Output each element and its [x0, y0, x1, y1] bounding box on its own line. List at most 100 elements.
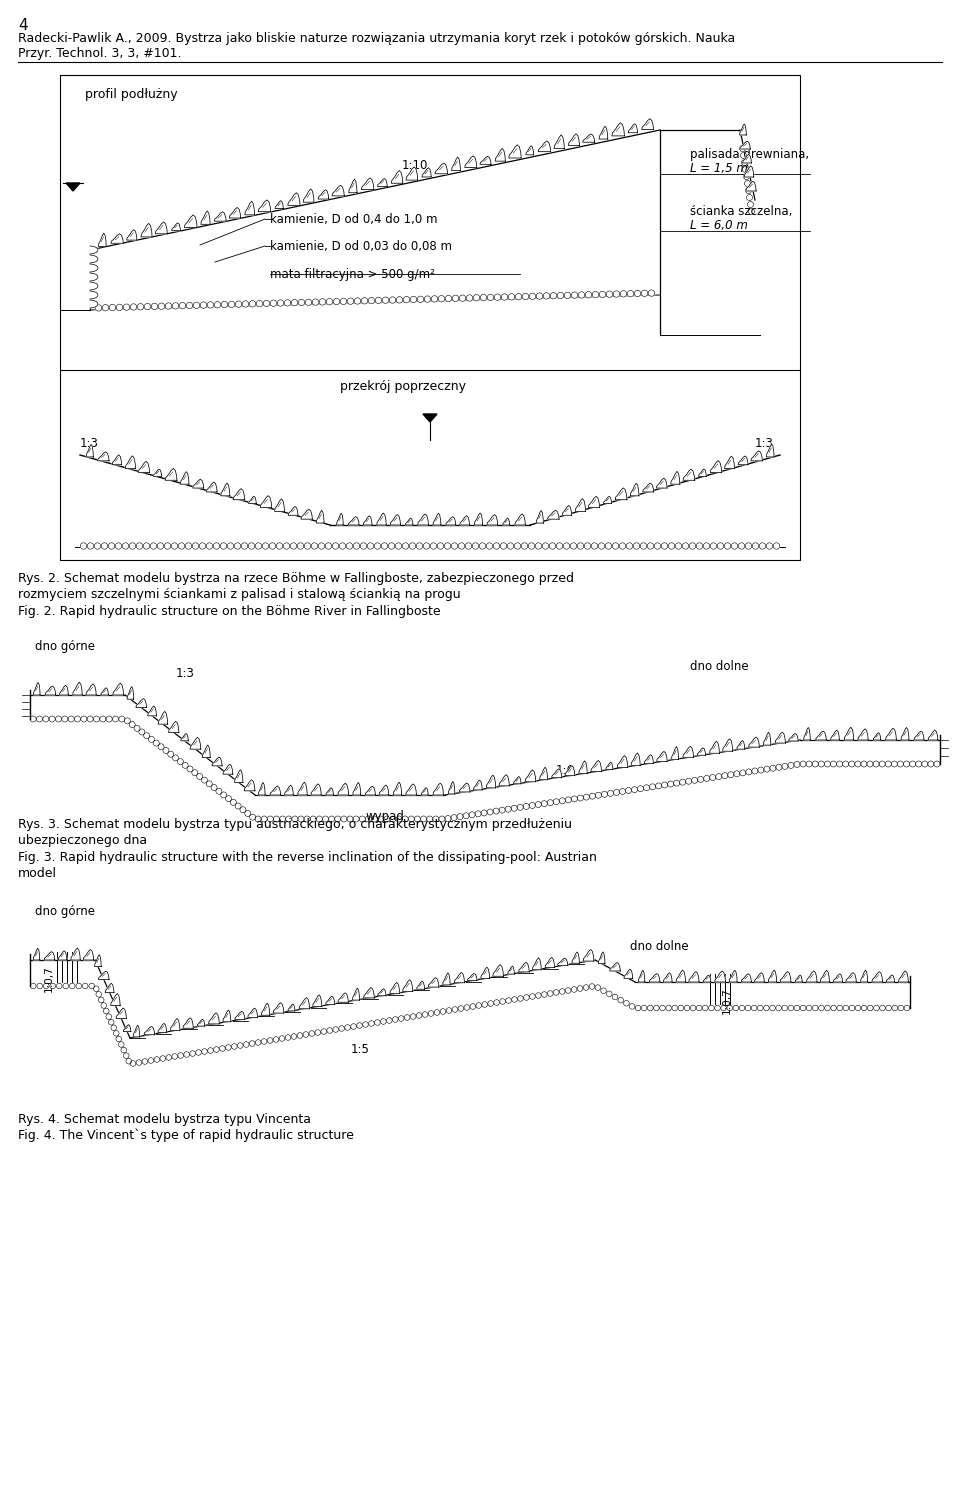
Circle shape	[180, 303, 185, 309]
Polygon shape	[540, 767, 547, 780]
Circle shape	[95, 304, 102, 312]
Text: ubezpieczonego dna: ubezpieczonego dna	[18, 834, 147, 846]
Circle shape	[56, 715, 61, 721]
Polygon shape	[699, 468, 707, 476]
Polygon shape	[806, 971, 817, 982]
Polygon shape	[300, 997, 310, 1009]
Circle shape	[271, 300, 276, 306]
Circle shape	[234, 542, 241, 550]
Circle shape	[430, 542, 437, 550]
Polygon shape	[60, 685, 68, 694]
Text: 1:3: 1:3	[176, 667, 195, 681]
Polygon shape	[860, 970, 868, 982]
Polygon shape	[697, 748, 706, 756]
Polygon shape	[766, 444, 774, 456]
Circle shape	[340, 298, 347, 304]
Circle shape	[745, 542, 752, 550]
Circle shape	[158, 303, 165, 309]
Circle shape	[632, 786, 637, 792]
Text: 1:3: 1:3	[80, 437, 99, 450]
Circle shape	[345, 1024, 350, 1030]
Polygon shape	[886, 729, 897, 739]
Circle shape	[601, 988, 607, 994]
Polygon shape	[198, 1020, 204, 1026]
Text: dno dolne: dno dolne	[690, 660, 749, 673]
Circle shape	[158, 744, 164, 750]
Polygon shape	[768, 970, 777, 982]
Circle shape	[211, 785, 217, 791]
Circle shape	[708, 1005, 714, 1011]
Circle shape	[696, 542, 703, 550]
Circle shape	[420, 816, 426, 822]
Polygon shape	[617, 756, 628, 768]
Polygon shape	[435, 163, 447, 173]
Circle shape	[240, 807, 246, 813]
Circle shape	[108, 1020, 114, 1026]
Circle shape	[315, 1030, 321, 1035]
Circle shape	[359, 816, 365, 822]
Polygon shape	[533, 958, 541, 970]
Circle shape	[75, 715, 81, 721]
Circle shape	[354, 298, 361, 304]
Circle shape	[134, 726, 140, 732]
Circle shape	[458, 542, 465, 550]
Circle shape	[745, 181, 751, 187]
Circle shape	[111, 1026, 116, 1030]
Circle shape	[36, 715, 42, 721]
Circle shape	[231, 1044, 237, 1050]
Polygon shape	[301, 509, 312, 520]
Circle shape	[157, 542, 164, 550]
Circle shape	[599, 291, 606, 298]
Polygon shape	[172, 223, 180, 230]
Polygon shape	[588, 497, 600, 508]
Circle shape	[752, 1005, 757, 1011]
Polygon shape	[443, 973, 450, 985]
Circle shape	[396, 542, 401, 550]
Circle shape	[115, 542, 122, 550]
Polygon shape	[583, 134, 594, 142]
Polygon shape	[683, 747, 694, 758]
Polygon shape	[270, 786, 280, 795]
Polygon shape	[846, 973, 856, 982]
Polygon shape	[249, 497, 256, 503]
Circle shape	[31, 983, 36, 989]
Circle shape	[482, 1001, 488, 1008]
Polygon shape	[858, 729, 868, 739]
Text: wypad: wypad	[366, 810, 404, 822]
Text: L = 6,0 m: L = 6,0 m	[690, 218, 748, 232]
Circle shape	[290, 542, 297, 550]
Circle shape	[438, 542, 444, 550]
Circle shape	[861, 1005, 867, 1011]
Circle shape	[704, 542, 709, 550]
Circle shape	[261, 816, 267, 822]
Circle shape	[353, 816, 359, 822]
Circle shape	[612, 994, 618, 1000]
Polygon shape	[183, 1018, 193, 1029]
Circle shape	[384, 816, 390, 822]
Polygon shape	[804, 727, 810, 739]
Circle shape	[855, 1005, 861, 1011]
Polygon shape	[495, 149, 505, 161]
Circle shape	[327, 1027, 332, 1033]
Circle shape	[672, 1005, 678, 1011]
Circle shape	[325, 542, 332, 550]
Polygon shape	[394, 782, 401, 795]
Polygon shape	[90, 273, 98, 282]
Circle shape	[591, 542, 598, 550]
Circle shape	[332, 542, 339, 550]
Circle shape	[564, 292, 570, 298]
Circle shape	[776, 1005, 781, 1011]
Circle shape	[898, 761, 903, 767]
Circle shape	[255, 1039, 261, 1045]
Circle shape	[606, 542, 612, 550]
Polygon shape	[606, 762, 612, 770]
Circle shape	[445, 295, 452, 301]
Circle shape	[620, 291, 627, 297]
Circle shape	[493, 542, 500, 550]
Circle shape	[183, 1051, 189, 1057]
Circle shape	[190, 1051, 196, 1056]
Circle shape	[825, 761, 830, 767]
Circle shape	[770, 1005, 776, 1011]
Text: 1:5: 1:5	[350, 1044, 370, 1056]
Circle shape	[782, 764, 788, 770]
